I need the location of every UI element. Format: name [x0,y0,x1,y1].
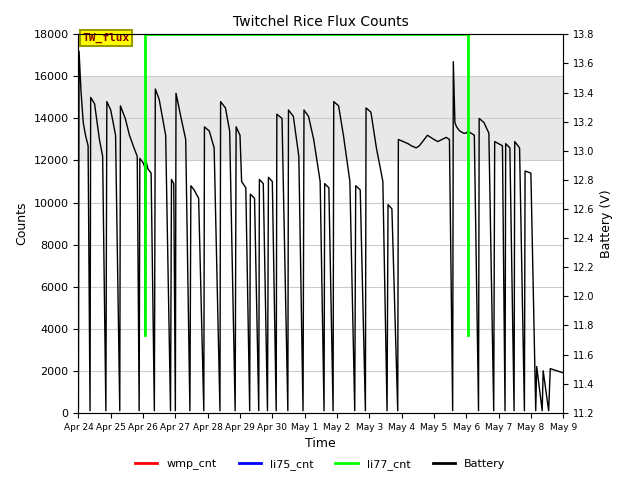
Bar [79,76,563,160]
Text: TW_flux: TW_flux [83,33,129,43]
Legend: wmp_cnt, li75_cnt, li77_cnt, Battery: wmp_cnt, li75_cnt, li77_cnt, Battery [131,455,509,474]
Y-axis label: Battery (V): Battery (V) [600,189,613,258]
Title: Twitchel Rice Flux Counts: Twitchel Rice Flux Counts [233,15,409,29]
X-axis label: Time: Time [305,437,336,450]
Y-axis label: Counts: Counts [15,202,28,245]
